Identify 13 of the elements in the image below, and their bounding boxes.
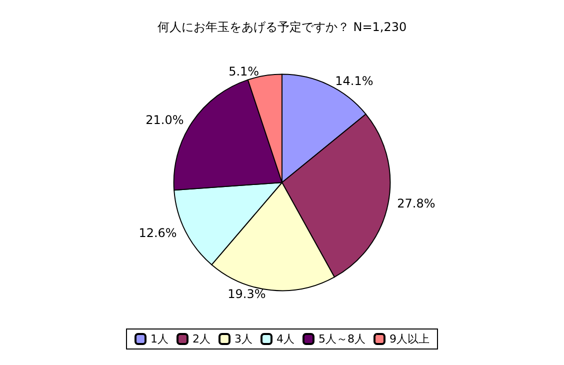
data-label: 21.0%	[146, 113, 184, 128]
data-label: 14.1%	[335, 74, 374, 88]
legend-label: 3人	[234, 332, 252, 346]
legend-label: 4人	[276, 332, 294, 346]
legend-label: 5人～8人	[318, 332, 366, 346]
legend-label: 9人以上	[389, 332, 430, 346]
data-label: 27.8%	[397, 196, 436, 211]
legend-label: 1人	[150, 332, 169, 346]
data-label: 12.6%	[138, 226, 177, 240]
legend-label: 2人	[192, 332, 211, 346]
data-label: 19.3%	[228, 287, 266, 302]
data-label: 5.1%	[228, 64, 260, 79]
chart-title: 何人にお年玉をあげる予定ですか？ N=1,230	[157, 20, 407, 34]
